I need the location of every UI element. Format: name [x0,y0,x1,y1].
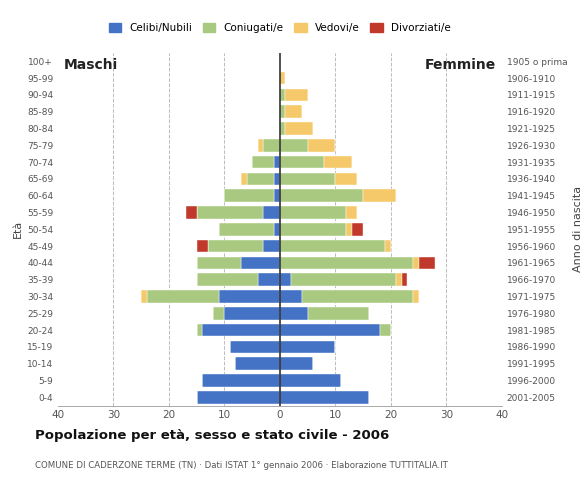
Bar [413,256,419,269]
Bar [197,256,241,269]
Bar [252,156,274,168]
Bar [291,273,396,286]
Bar [186,206,197,219]
Bar [307,139,335,152]
Bar [285,88,307,101]
Bar [280,189,363,202]
Text: Femmine: Femmine [425,58,496,72]
Bar [274,189,280,202]
Bar [280,307,307,320]
Bar [280,223,346,236]
Bar [197,206,263,219]
Bar [363,189,396,202]
Bar [241,256,280,269]
Bar [280,88,285,101]
Bar [280,139,307,152]
Bar [141,290,147,303]
Bar [258,273,280,286]
Bar [197,240,208,252]
Y-axis label: Età: Età [13,220,23,239]
Bar [208,240,263,252]
Bar [224,189,274,202]
Bar [241,172,246,185]
Bar [280,340,335,353]
Bar [324,156,352,168]
Bar [396,273,402,286]
Bar [197,324,202,336]
Bar [352,223,363,236]
Bar [280,290,302,303]
Bar [202,324,280,336]
Text: Maschi: Maschi [64,58,118,72]
Bar [280,391,369,404]
Bar [274,172,280,185]
Bar [280,324,380,336]
Bar [197,391,280,404]
Bar [280,105,285,118]
Bar [280,156,324,168]
Bar [280,357,313,370]
Bar [263,139,280,152]
Bar [274,223,280,236]
Bar [197,273,258,286]
Text: Popolazione per età, sesso e stato civile - 2006: Popolazione per età, sesso e stato civil… [35,429,389,442]
Bar [285,105,302,118]
Bar [419,256,435,269]
Bar [307,307,369,320]
Bar [280,72,285,84]
Legend: Celibi/Nubili, Coniugati/e, Vedovi/e, Divorziati/e: Celibi/Nubili, Coniugati/e, Vedovi/e, Di… [105,19,455,37]
Bar [402,273,407,286]
Bar [263,240,280,252]
Bar [235,357,280,370]
Bar [280,206,346,219]
Y-axis label: Anno di nascita: Anno di nascita [572,186,580,272]
Bar [274,156,280,168]
Bar [335,172,357,185]
Bar [346,206,357,219]
Bar [213,307,224,320]
Bar [280,122,285,135]
Bar [219,290,280,303]
Bar [263,206,280,219]
Bar [246,172,274,185]
Bar [202,374,280,387]
Bar [413,290,419,303]
Bar [285,122,313,135]
Bar [147,290,219,303]
Bar [380,324,391,336]
Bar [280,273,291,286]
Bar [302,290,413,303]
Bar [224,307,280,320]
Bar [346,223,352,236]
Text: COMUNE DI CADERZONE TERME (TN) · Dati ISTAT 1° gennaio 2006 · Elaborazione TUTTI: COMUNE DI CADERZONE TERME (TN) · Dati IS… [35,461,448,470]
Bar [230,340,280,353]
Bar [280,172,335,185]
Bar [385,240,391,252]
Bar [280,240,385,252]
Bar [280,256,413,269]
Bar [258,139,263,152]
Bar [219,223,274,236]
Bar [280,374,341,387]
